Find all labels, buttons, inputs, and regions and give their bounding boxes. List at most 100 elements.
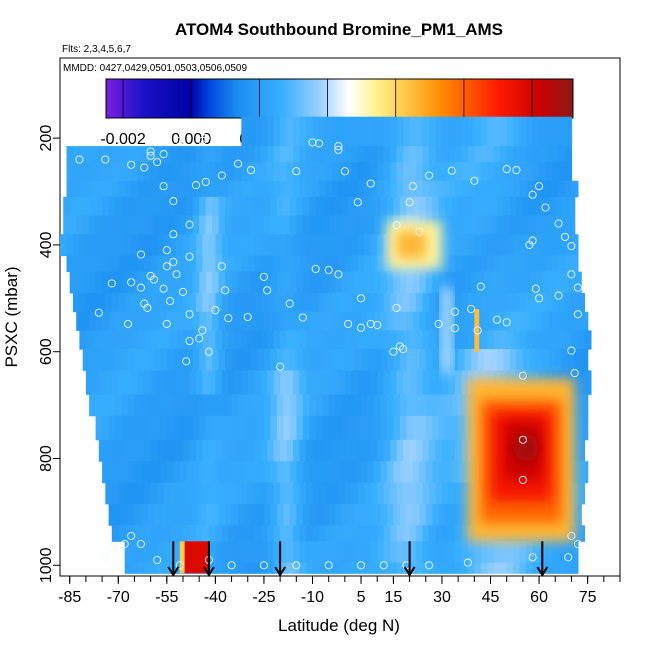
curtain-cell xyxy=(196,330,204,350)
curtain-cell xyxy=(199,349,207,371)
curtain-cell xyxy=(186,311,194,331)
curtain-cell xyxy=(526,330,534,350)
curtain-cell xyxy=(351,234,359,257)
curtain-cell xyxy=(467,541,475,564)
curtain-cell xyxy=(396,180,404,198)
curtain-cell xyxy=(451,394,459,417)
curtain-cell xyxy=(157,146,165,163)
curtain-cell xyxy=(241,482,249,505)
curtain-cell xyxy=(422,541,430,564)
curtain-cell xyxy=(341,415,349,441)
curtain-cell xyxy=(228,562,236,574)
curtain-cell xyxy=(357,439,365,462)
curtain-cell xyxy=(263,271,271,294)
curtain-cell xyxy=(454,146,462,163)
curtain-cell xyxy=(357,330,365,350)
sample-marker xyxy=(162,262,171,271)
curtain-cell xyxy=(429,482,437,505)
sample-marker xyxy=(567,241,576,251)
curtain-cell xyxy=(558,162,566,182)
curtain-cell xyxy=(95,215,103,235)
curtain-cell xyxy=(115,394,123,417)
curtain-cell xyxy=(506,541,514,564)
curtain-cell xyxy=(448,293,456,313)
curtain-cell xyxy=(163,562,171,574)
curtain-cell xyxy=(325,180,333,198)
curtain-cell xyxy=(367,349,375,371)
sample-marker xyxy=(221,286,230,295)
curtain-cell xyxy=(396,562,404,574)
curtain-cell xyxy=(532,162,540,182)
curtain-cell xyxy=(519,116,527,147)
curtain-cell xyxy=(448,482,456,505)
curtain-cell xyxy=(199,394,207,417)
curtain-cell xyxy=(160,461,168,484)
sample-marker xyxy=(447,166,456,175)
curtain-cell xyxy=(319,439,327,462)
curtain-cell xyxy=(474,541,482,564)
curtain-cell xyxy=(176,439,184,462)
curtain-cell xyxy=(364,146,372,163)
sample-marker xyxy=(217,171,226,180)
curtain-cell xyxy=(338,234,346,257)
curtain-cell xyxy=(442,162,450,182)
curtain-cell xyxy=(442,180,450,198)
curtain-cell xyxy=(283,311,291,331)
sample-marker xyxy=(450,324,459,333)
curtain-cell xyxy=(386,196,394,216)
curtain-cell xyxy=(85,293,93,313)
x-tick-label: -85 xyxy=(58,589,81,606)
curtain-cell xyxy=(283,215,291,235)
sample-marker xyxy=(140,163,149,172)
sample-marker xyxy=(554,219,563,228)
sample-marker xyxy=(573,539,582,549)
curtain-cell xyxy=(571,562,579,574)
curtain-cell xyxy=(115,311,123,331)
curtain-cell xyxy=(225,271,233,294)
curtain-cell xyxy=(121,503,129,526)
curtain-cell xyxy=(234,234,242,257)
curtain-cell xyxy=(273,146,281,163)
curtain-cell xyxy=(432,461,440,484)
curtain-cell xyxy=(354,461,362,484)
curtain-cell xyxy=(412,349,420,371)
curtain-cell xyxy=(257,215,265,235)
curtain-cell xyxy=(386,503,394,526)
curtain-cell xyxy=(497,196,505,216)
curtain-cell xyxy=(493,180,501,198)
sample-marker xyxy=(159,150,168,159)
curtain-cell xyxy=(299,255,307,273)
curtain-cell xyxy=(208,162,216,182)
curtain-cell xyxy=(241,180,249,198)
curtain-cell xyxy=(442,525,450,542)
curtain-cell xyxy=(289,394,297,417)
curtain-cell xyxy=(218,271,226,294)
sample-marker xyxy=(75,155,84,164)
flight-arrow xyxy=(203,541,215,577)
curtain-cell xyxy=(364,162,372,182)
curtain-cell xyxy=(260,370,268,395)
curtain-cell xyxy=(105,370,113,395)
curtain-cell xyxy=(273,330,281,350)
curtain-cell xyxy=(555,349,563,371)
curtain-cell xyxy=(79,146,87,163)
curtain-cell xyxy=(565,255,573,273)
curtain-cell xyxy=(480,146,488,163)
y-axis-label: PSXC (mbar) xyxy=(2,266,21,367)
sample-marker xyxy=(573,283,582,292)
curtain-cell xyxy=(328,311,336,331)
curtain-cell xyxy=(309,349,317,371)
curtain-cell xyxy=(273,541,281,564)
curtain-cell xyxy=(89,196,97,216)
sample-marker xyxy=(204,347,213,356)
sample-marker xyxy=(136,250,145,259)
curtain-cell xyxy=(289,215,297,235)
curtain-cell xyxy=(92,162,100,182)
curtain-cell xyxy=(377,562,385,574)
curtain-cell xyxy=(183,234,191,257)
curtain-cell xyxy=(163,370,171,395)
curtain-cell xyxy=(254,146,262,163)
curtain-cell xyxy=(383,116,391,147)
curtain-cell xyxy=(354,311,362,331)
